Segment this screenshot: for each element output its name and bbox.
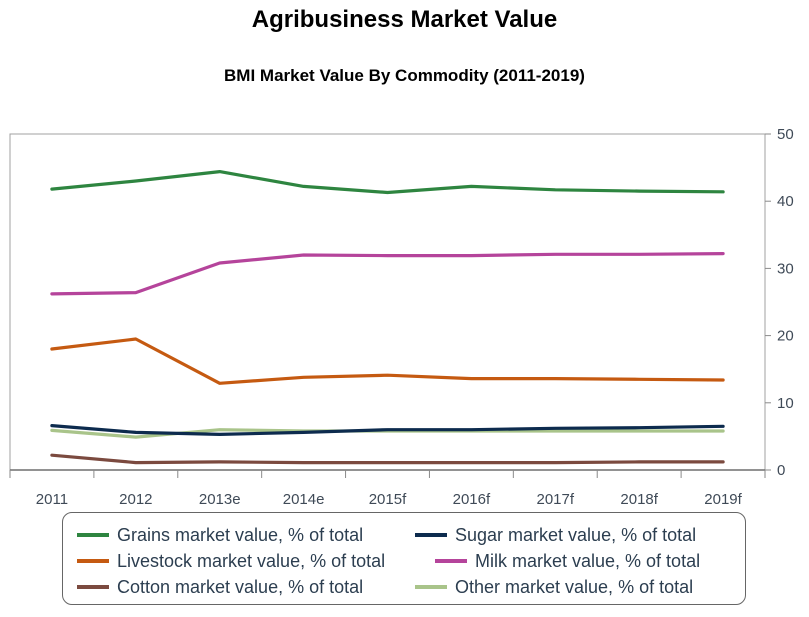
x-tick-label: 2015f (369, 491, 407, 508)
legend-item-milk: Milk market value, % of total (435, 549, 700, 573)
legend-label-other: Other market value, % of total (455, 576, 694, 597)
series-line-milk (50, 252, 725, 296)
legend-swatch-milk (435, 559, 467, 563)
legend-item-sugar: Sugar market value, % of total (415, 523, 696, 547)
y-tick-label: 30 (777, 260, 794, 277)
y-tick-label: 20 (777, 328, 794, 345)
legend-swatch-grains (77, 533, 109, 537)
chart-legend: Grains market value, % of total Sugar ma… (62, 512, 746, 605)
legend-item-grains: Grains market value, % of total (77, 523, 363, 547)
x-tick-label: 2017f (537, 491, 575, 508)
x-tick-label: 2013e (199, 491, 241, 508)
plot-area (9, 133, 766, 471)
series-line-sugar (50, 424, 725, 436)
legend-swatch-cotton (77, 585, 109, 589)
legend-label-livestock: Livestock market value, % of total (117, 550, 386, 571)
x-tick-label: 2011 (36, 491, 68, 508)
series-line-grains (50, 170, 725, 195)
legend-label-milk: Milk market value, % of total (475, 550, 701, 571)
legend-item-livestock: Livestock market value, % of total (77, 549, 385, 573)
legend-label-cotton: Cotton market value, % of total (117, 576, 364, 597)
legend-swatch-sugar (415, 533, 447, 537)
x-tick-label: 2018f (620, 491, 658, 508)
y-tick-label: 0 (777, 462, 785, 479)
series-line-cotton (50, 453, 725, 465)
x-tick-label: 2014e (283, 491, 325, 508)
legend-label-grains: Grains market value, % of total (117, 524, 364, 545)
chart-title: Agribusiness Market Value (251, 6, 558, 33)
x-tick-label: 2016f (453, 491, 491, 508)
y-tick-label: 50 (777, 126, 794, 143)
y-tick-label: 10 (777, 395, 794, 412)
series-line-livestock (50, 337, 725, 385)
x-tick-label: 2012 (119, 491, 152, 508)
legend-swatch-other (415, 585, 447, 589)
y-tick-label: 40 (777, 193, 794, 210)
legend-label-sugar: Sugar market value, % of total (455, 524, 697, 545)
chart-subtitle: BMI Market Value By Commodity (2011-2019… (224, 66, 585, 85)
x-tick-label: 2019f (704, 491, 742, 508)
legend-item-other: Other market value, % of total (415, 575, 693, 599)
legend-swatch-livestock (77, 559, 109, 563)
legend-item-cotton: Cotton market value, % of total (77, 575, 363, 599)
